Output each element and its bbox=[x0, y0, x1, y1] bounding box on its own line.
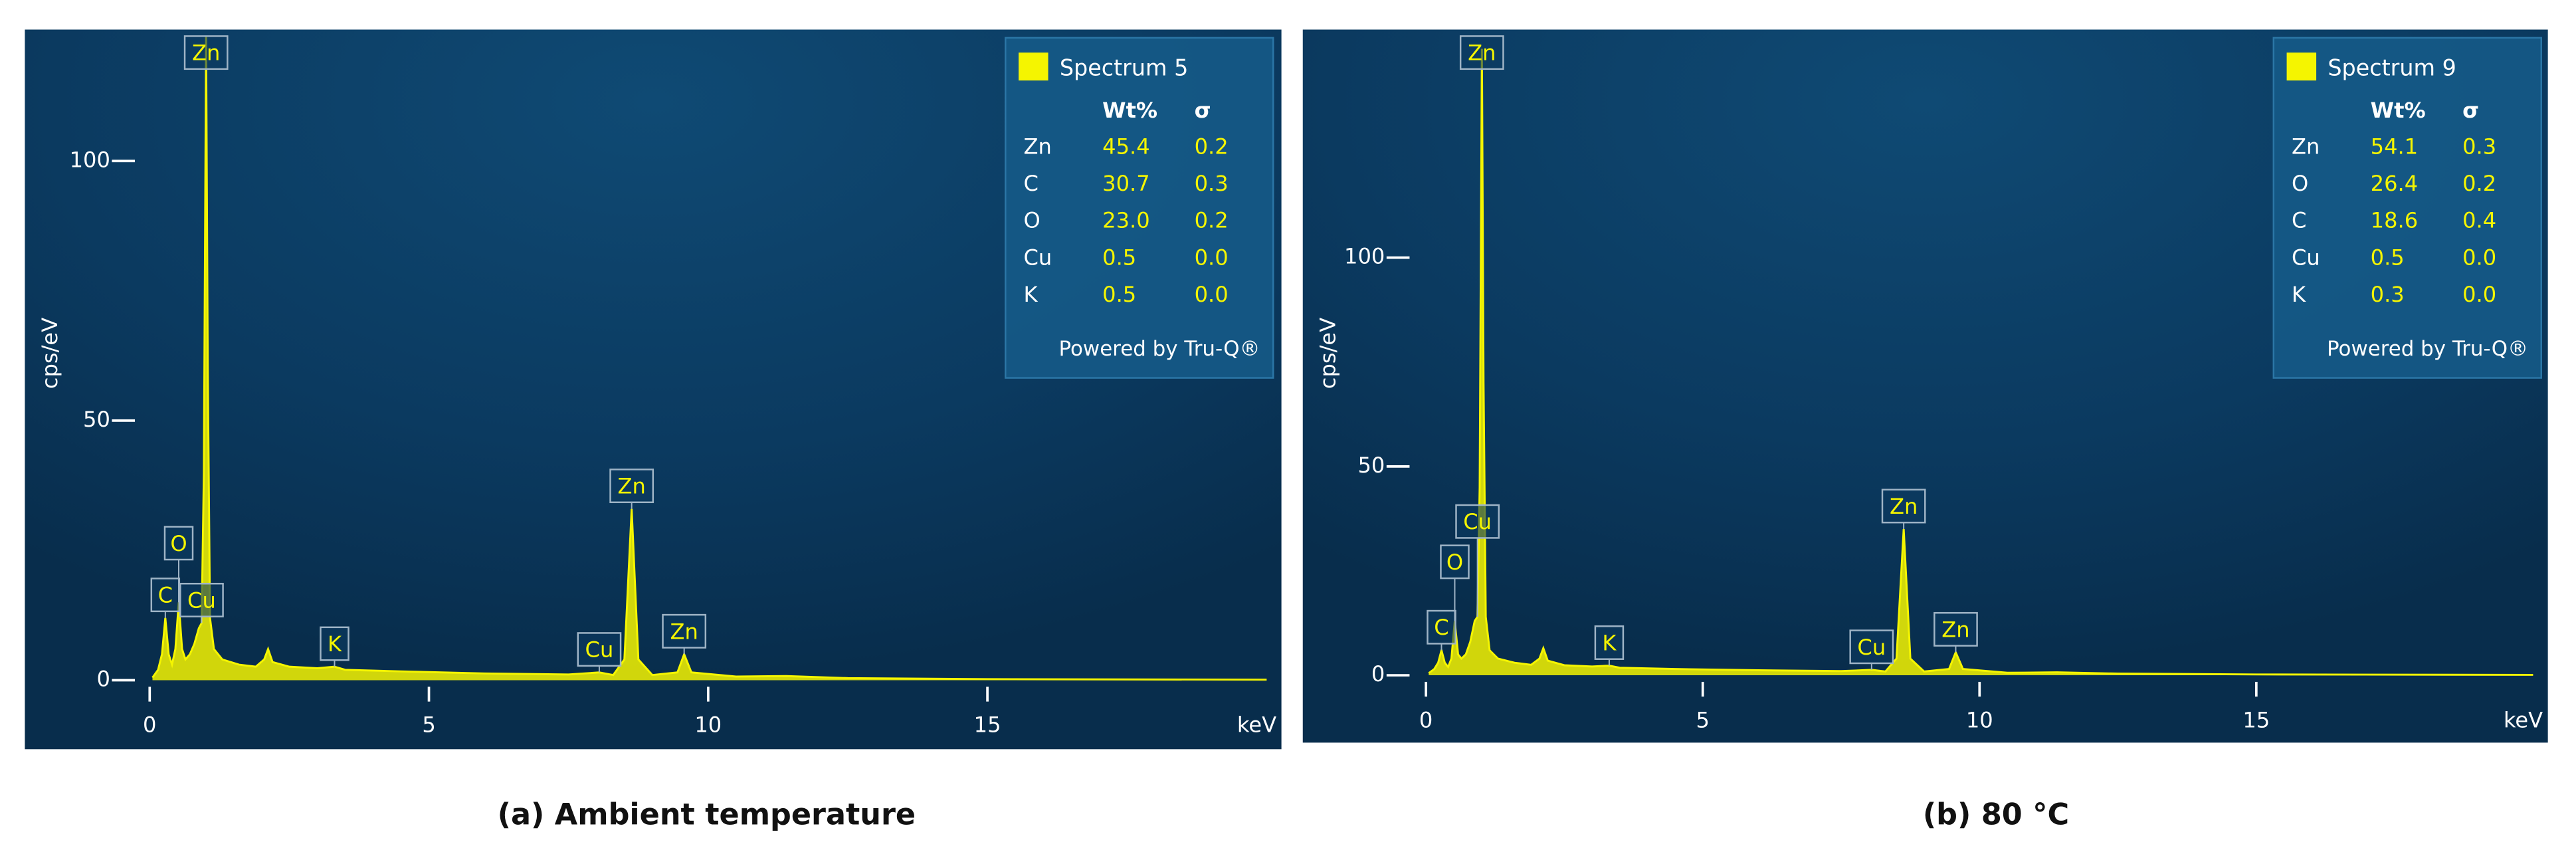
annotation: Zn bbox=[1468, 41, 1496, 66]
y-axis-label: cps/eV bbox=[1315, 318, 1340, 389]
spectrum-line bbox=[151, 36, 1267, 681]
y-tick-label: 100 bbox=[70, 147, 110, 172]
x-tick-label: 5 bbox=[422, 712, 435, 738]
x-axis-label: keV bbox=[1237, 712, 1276, 738]
x-tick-label: 10 bbox=[1966, 707, 1993, 732]
caption: (b) 80 °C bbox=[1923, 798, 2069, 832]
table-element: C bbox=[1023, 171, 1038, 196]
annotation: Zn bbox=[192, 41, 220, 66]
x-tick-label: 15 bbox=[2242, 707, 2270, 732]
table-value: 18.6 bbox=[2371, 208, 2419, 233]
table-element: Cu bbox=[2292, 245, 2320, 270]
annotation: O bbox=[1446, 550, 1463, 575]
annotation: Cu bbox=[1857, 635, 1886, 660]
annotation-box bbox=[163, 526, 194, 561]
legend-box bbox=[1005, 37, 1274, 379]
annotation-box bbox=[1459, 35, 1504, 70]
table-value: 0.4 bbox=[2462, 208, 2496, 233]
table-value: 0.3 bbox=[2371, 282, 2405, 307]
table-element: Zn bbox=[1023, 134, 1051, 159]
table-value: 0.3 bbox=[1195, 171, 1229, 196]
y-tick-label: 0 bbox=[1371, 661, 1385, 687]
table-header: Wt% bbox=[2371, 98, 2426, 123]
x-tick-label: 10 bbox=[694, 712, 722, 738]
annotation: O bbox=[170, 531, 187, 556]
legend-swatch bbox=[1019, 53, 1048, 81]
spectrum-line bbox=[1428, 49, 2533, 676]
annotation-box bbox=[1849, 629, 1894, 665]
annotation-box bbox=[1455, 504, 1500, 539]
table-value: 23.0 bbox=[1102, 208, 1150, 233]
table-header: σ bbox=[2462, 98, 2479, 123]
annotation: C bbox=[158, 583, 173, 608]
annotation: Zn bbox=[617, 474, 645, 499]
x-axis-label: keV bbox=[2504, 707, 2543, 732]
table-element: C bbox=[2292, 208, 2306, 233]
table-header: Wt% bbox=[1102, 98, 1157, 123]
legend-label: Spectrum 9 bbox=[2328, 54, 2456, 80]
annotation: K bbox=[1602, 630, 1617, 655]
y-axis-label: cps/eV bbox=[37, 318, 62, 389]
table-value: 26.4 bbox=[2371, 171, 2419, 196]
y-tick-label: 100 bbox=[1344, 244, 1385, 269]
annotation-box bbox=[609, 469, 654, 504]
table-value: 45.4 bbox=[1102, 134, 1150, 159]
annotation-box bbox=[1933, 611, 1978, 647]
annotation-box bbox=[320, 626, 349, 661]
annotation: Zn bbox=[1941, 617, 1969, 642]
annotation-box bbox=[577, 632, 622, 667]
table-value: 0.5 bbox=[1102, 282, 1136, 307]
table-value: 0.0 bbox=[1195, 245, 1229, 270]
table-value: 0.5 bbox=[1102, 245, 1136, 270]
table-value: 0.3 bbox=[2462, 134, 2496, 159]
annotation-box bbox=[1881, 488, 1926, 524]
annotation-box bbox=[1427, 609, 1456, 645]
annotation: Cu bbox=[585, 637, 614, 663]
table-header: σ bbox=[1195, 98, 1211, 123]
annotation: Zn bbox=[1890, 494, 1918, 519]
table-element: O bbox=[1023, 208, 1040, 233]
annotation: Cu bbox=[187, 588, 216, 613]
table-value: 0.0 bbox=[1195, 282, 1229, 307]
annotation-box bbox=[183, 35, 229, 70]
legend-footer: Powered by Tru-Q® bbox=[1059, 337, 1260, 361]
y-tick-label: 50 bbox=[1357, 453, 1385, 478]
caption: (a) Ambient temperature bbox=[498, 798, 916, 832]
legend-footer: Powered by Tru-Q® bbox=[2327, 337, 2528, 361]
y-tick-label: 50 bbox=[83, 407, 110, 432]
table-element: K bbox=[2292, 282, 2306, 307]
table-element: Cu bbox=[1023, 245, 1052, 270]
annotation: K bbox=[328, 631, 342, 657]
y-tick-label: 0 bbox=[97, 666, 110, 691]
annotation-box bbox=[150, 578, 181, 613]
legend-box bbox=[2272, 37, 2543, 379]
annotation: Zn bbox=[670, 619, 698, 644]
legend-label: Spectrum 5 bbox=[1060, 54, 1188, 80]
annotation-box bbox=[1440, 544, 1470, 580]
x-tick-label: 15 bbox=[974, 712, 1001, 738]
annotation-box bbox=[662, 613, 707, 649]
table-value: 0.0 bbox=[2462, 282, 2496, 307]
table-value: 30.7 bbox=[1102, 171, 1150, 196]
table-element: K bbox=[1023, 282, 1038, 307]
x-tick-label: 0 bbox=[1419, 707, 1433, 732]
x-tick-label: 5 bbox=[1696, 707, 1709, 732]
table-element: O bbox=[2292, 171, 2308, 196]
table-value: 0.2 bbox=[1195, 208, 1229, 233]
x-tick-label: 0 bbox=[143, 712, 156, 738]
annotation-box bbox=[1594, 625, 1625, 660]
table-value: 0.0 bbox=[2462, 245, 2496, 270]
table-value: 0.2 bbox=[2462, 171, 2496, 196]
annotation: C bbox=[1434, 615, 1448, 640]
table-value: 0.5 bbox=[2371, 245, 2405, 270]
legend-swatch bbox=[2286, 53, 2317, 81]
annotation: Cu bbox=[1463, 509, 1492, 534]
table-element: Zn bbox=[2292, 134, 2320, 159]
annotation-box bbox=[179, 582, 224, 617]
table-value: 0.2 bbox=[1195, 134, 1229, 159]
table-value: 54.1 bbox=[2371, 134, 2419, 159]
